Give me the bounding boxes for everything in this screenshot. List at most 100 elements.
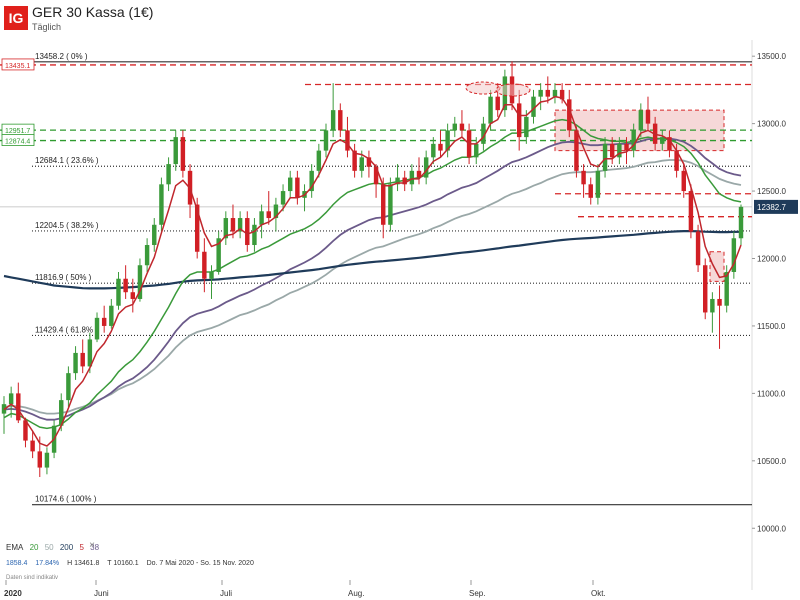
- candle-body: [688, 191, 694, 232]
- candle-body: [230, 218, 236, 232]
- candle-body: [495, 96, 500, 111]
- candle-body: [352, 150, 357, 171]
- candle-body: [545, 89, 551, 97]
- x-tick-label: Juni: [94, 589, 109, 598]
- candle-body: [144, 245, 150, 266]
- candle-body: [259, 211, 264, 225]
- y-tick-label: 10000.0: [757, 524, 786, 533]
- candle-body: [202, 251, 207, 279]
- candle-body: [431, 143, 436, 158]
- candle-body: [345, 130, 350, 151]
- x-tick-label: Juli: [220, 589, 232, 598]
- candle-body: [130, 292, 136, 299]
- low-value: T 10160.1: [107, 560, 139, 567]
- candle-body: [295, 177, 300, 198]
- ig-logo: IG: [4, 6, 28, 30]
- resistance-label-box: [1, 58, 35, 71]
- candle-body: [674, 150, 679, 171]
- candle-body: [409, 170, 415, 185]
- candle-body: [30, 440, 35, 452]
- candle-body: [16, 393, 21, 421]
- candle-body: [567, 99, 572, 131]
- candle-body: [595, 170, 601, 198]
- candle-body: [602, 143, 608, 171]
- fib-level-label: 11816.9 ( 50% ): [35, 273, 92, 282]
- ema-legend-label: EMA: [6, 543, 24, 552]
- candle-body: [266, 211, 271, 219]
- candle-body: [645, 110, 651, 124]
- candle-body: [609, 143, 615, 158]
- fib-level-label: 13458.2 ( 0% ): [35, 52, 88, 61]
- candle-body: [559, 89, 565, 100]
- y-tick-label: 12500.0: [757, 187, 786, 196]
- fib-level-label: 12684.1 ( 23.6% ): [35, 156, 99, 165]
- candle-body: [524, 116, 529, 138]
- candle-body: [216, 238, 221, 272]
- candle-body: [381, 184, 386, 225]
- y-tick-label: 13000.0: [757, 120, 786, 129]
- ema200-line: [3, 230, 742, 290]
- candle-body: [152, 224, 157, 246]
- ema-period-50: 50: [44, 543, 54, 552]
- candle-body: [330, 110, 336, 131]
- candle-body: [223, 218, 229, 239]
- support-label: 12951.7: [5, 128, 30, 135]
- candle-body: [459, 123, 465, 131]
- candle-body: [116, 278, 121, 306]
- candle-body: [338, 110, 343, 131]
- candle-body: [209, 271, 214, 279]
- candle-body: [87, 339, 93, 367]
- candle-body: [137, 265, 143, 299]
- candle-body: [617, 143, 622, 158]
- candle-body: [194, 204, 200, 252]
- fib-level-label: 12204.5 ( 38.2% ): [35, 221, 99, 230]
- candle-body: [695, 231, 701, 266]
- candle-body: [667, 137, 672, 151]
- y-tick-label: 11000.0: [757, 389, 786, 398]
- support-label: 12874.4: [5, 139, 30, 146]
- top-marker: [465, 81, 501, 95]
- resistance-zone: [709, 251, 725, 282]
- y-tick-label: 12000.0: [757, 255, 786, 264]
- candle-body: [402, 177, 407, 185]
- candle-body: [66, 373, 71, 401]
- candle-body: [359, 157, 364, 171]
- fib-level-label: 11429.4 ( 61.8% ): [35, 325, 98, 334]
- ema-period-5: 5: [79, 543, 84, 552]
- disclaimer: Daten sind indikativ: [6, 575, 59, 581]
- y-tick-label: 11500.0: [757, 322, 786, 331]
- ema-period-200: 200: [59, 543, 74, 552]
- candle-body: [252, 224, 257, 246]
- candle-body: [488, 96, 493, 124]
- candle-body: [452, 123, 458, 131]
- ema-period-38: 38: [90, 543, 100, 552]
- x-tick-label: Aug.: [348, 589, 364, 598]
- candle-body: [581, 170, 586, 185]
- candle-body: [316, 150, 322, 171]
- resistance-label: 13435.1: [5, 63, 30, 70]
- candle-body: [366, 157, 372, 167]
- candle-body: [638, 110, 644, 131]
- ema5-line: [3, 95, 742, 447]
- fib-level-label: 10174.6 ( 100% ): [35, 495, 97, 504]
- instrument-title: GER 30 Kassa (1€): [32, 4, 154, 20]
- candle-body: [237, 218, 243, 232]
- top-marker: [495, 83, 531, 97]
- candle-body: [80, 352, 85, 367]
- ema-legend: EMA 20 50 200 5 38: [6, 543, 103, 552]
- candle-body: [44, 452, 50, 468]
- last-value: 1858.4: [6, 560, 28, 567]
- candle-body: [703, 265, 708, 313]
- candle-body: [180, 137, 186, 171]
- close-icon[interactable]: ×: [89, 540, 95, 551]
- candle-body: [624, 143, 629, 151]
- candle-body: [8, 393, 14, 405]
- candle-body: [724, 271, 729, 306]
- date-range: Do. 7 Mai 2020 - So. 15 Nov. 2020: [146, 560, 254, 567]
- candle-body: [287, 177, 293, 192]
- candle-body: [738, 206, 744, 239]
- candle-body: [423, 157, 429, 178]
- candle-body: [395, 177, 400, 185]
- candle-body: [173, 137, 178, 165]
